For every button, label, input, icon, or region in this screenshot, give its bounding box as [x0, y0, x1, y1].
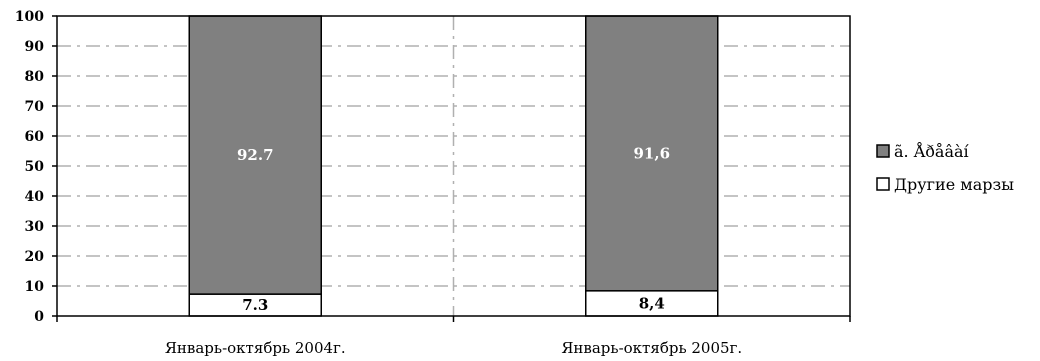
bar-2-series-2	[585, 15, 719, 292]
y-tick-label-5: 50	[25, 159, 45, 175]
legend-label-1: ã. Åðåâàí	[894, 141, 970, 161]
y-tick-label-9: 90	[25, 39, 45, 55]
legend-swatch-2	[876, 177, 890, 191]
y-tick-label-4: 40	[25, 189, 45, 205]
y-tick-label-1: 10	[25, 279, 45, 295]
y-tick-label-3: 30	[25, 219, 45, 235]
y-tick-label-10: 100	[15, 9, 44, 25]
data-label-2-series-1: 8,4	[639, 294, 665, 312]
y-tick-label-2: 20	[25, 249, 45, 265]
data-label-1-series-2: 92.7	[237, 146, 274, 164]
y-tick-label-6: 60	[25, 129, 45, 145]
y-tick-label-0: 0	[34, 309, 44, 325]
bar-1-series-2	[188, 15, 322, 295]
y-tick-label-7: 70	[25, 99, 45, 115]
legend-swatch-1	[876, 144, 890, 158]
x-category-label-1: Январь-октябрь 2004г.	[165, 339, 346, 356]
y-tick-label-8: 80	[25, 69, 45, 85]
legend-label-2: Другие марзы	[894, 175, 1014, 194]
x-category-label-2: Январь-октябрь 2005г.	[561, 339, 742, 356]
data-label-1-series-1: 7.3	[242, 296, 268, 314]
data-label-2-series-2: 91,6	[633, 144, 670, 162]
